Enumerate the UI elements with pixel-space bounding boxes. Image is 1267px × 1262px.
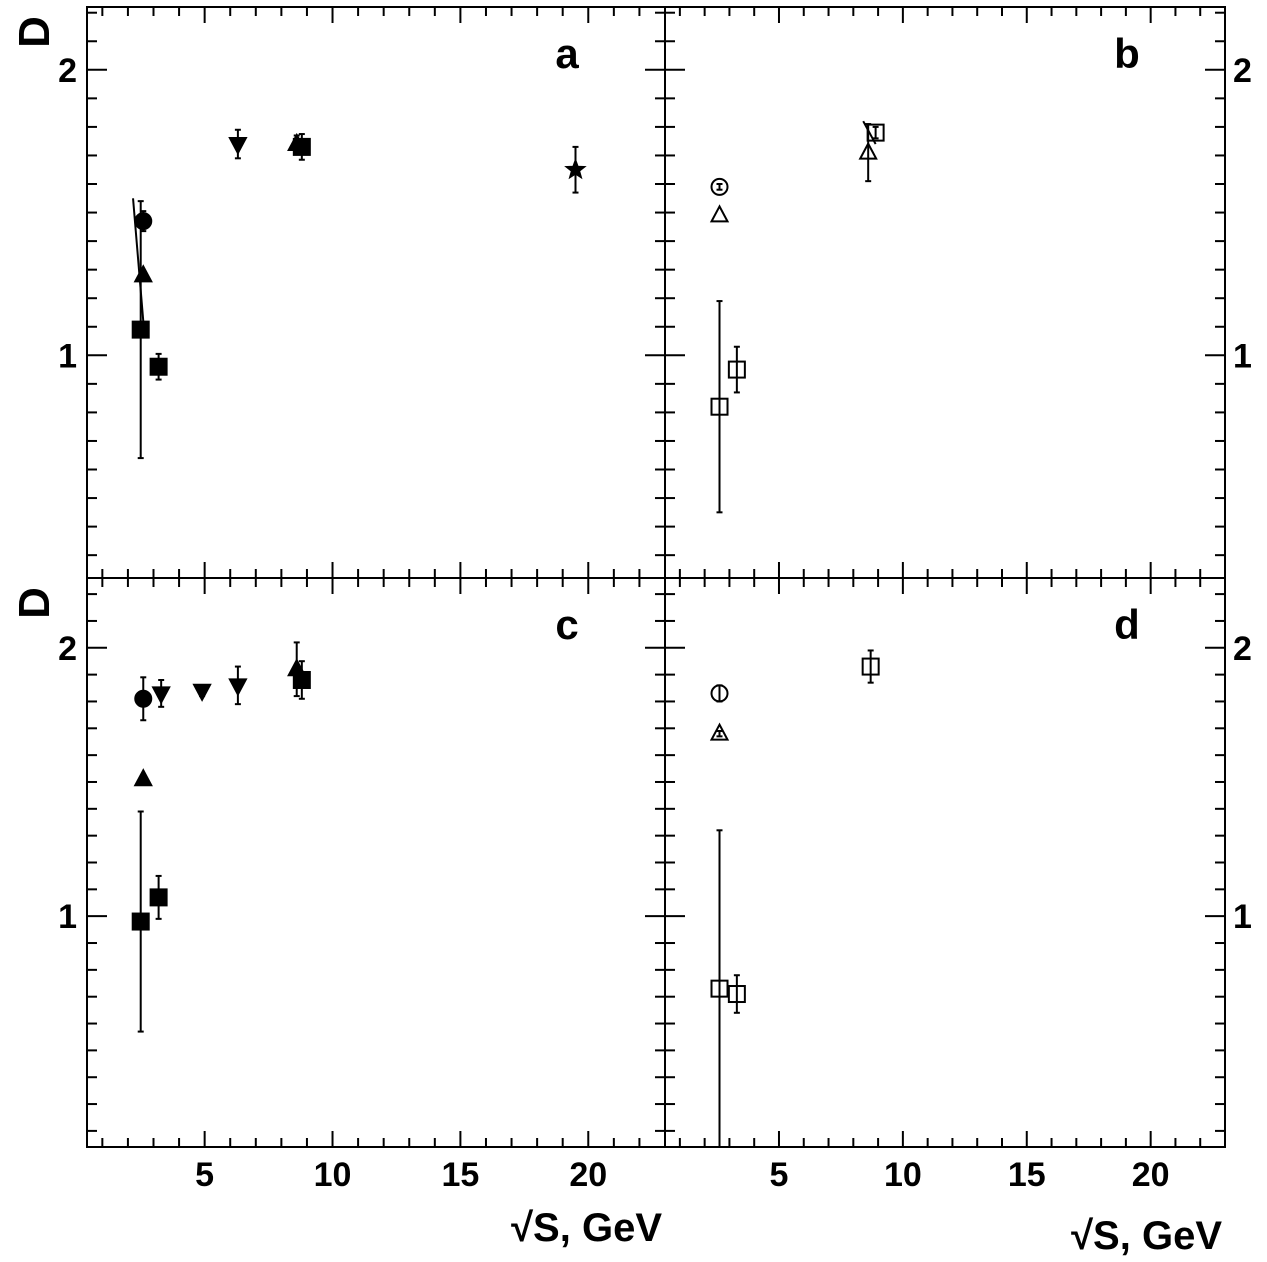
panel-c: 1 2 5 10 15 20 c D √S, GeV: [10, 577, 666, 1250]
x-tick-label: 10: [884, 1156, 922, 1194]
plot-frame: [664, 6, 1226, 579]
x-tick-label: 15: [1008, 1156, 1046, 1194]
panel-letter: b: [1114, 30, 1140, 77]
plot-frame: [86, 6, 666, 579]
data-point-square: [727, 985, 746, 1004]
x-tick-label: 10: [314, 1156, 352, 1194]
x-axis-label: √S, GeV: [511, 1206, 662, 1250]
data-point-triangle-up: [709, 204, 730, 223]
data-point-triangle-down: [192, 683, 212, 702]
panel-b: 1 2 b: [664, 6, 1252, 579]
y-axis-label: D: [10, 587, 59, 619]
data-point-star: [564, 157, 587, 180]
data-point-square: [866, 123, 885, 142]
data-point-square: [131, 912, 150, 931]
y-tick-label: 2: [1233, 630, 1252, 668]
data-point-triangle-down: [228, 137, 248, 156]
data-point-square: [727, 360, 746, 379]
data-point-square: [710, 979, 729, 998]
data-point-square: [710, 397, 729, 416]
x-tick-label: 15: [441, 1156, 479, 1194]
panel-letter: a: [555, 30, 579, 77]
x-tick-label: 5: [195, 1156, 214, 1194]
y-tick-label: 1: [1233, 898, 1252, 936]
plot-frame: [86, 577, 666, 1148]
panel-letter: c: [555, 601, 578, 648]
data-point-triangle-down: [228, 678, 248, 697]
panel-a: 1 2 a D: [10, 6, 666, 579]
y-tick-label: 1: [1233, 337, 1252, 375]
y-tick-label: 2: [58, 52, 77, 90]
data-point-triangle-up: [858, 141, 878, 160]
data-point-triangle-up: [133, 264, 153, 283]
y-axis-label: D: [10, 16, 59, 48]
plot-frame: [664, 577, 1226, 1148]
data-point-square: [861, 657, 880, 676]
x-axis-label: √S, GeV: [1071, 1214, 1222, 1258]
data-point-square: [131, 320, 150, 339]
data-point-square: [149, 888, 168, 907]
data-point-circle: [134, 689, 153, 708]
data-point-square: [292, 137, 311, 156]
y-tick-label: 2: [58, 630, 77, 668]
data-point-triangle-up: [133, 768, 153, 787]
data-point-circle: [134, 212, 153, 231]
y-tick-label: 1: [58, 337, 77, 375]
data-point-circle: [710, 684, 729, 703]
y-tick-label: 2: [1233, 52, 1252, 90]
data-point-triangle-up: [709, 722, 730, 741]
data-point-square: [149, 357, 168, 376]
data-point-square: [292, 670, 311, 689]
data-point-triangle-down: [151, 686, 171, 705]
y-tick-label: 1: [58, 898, 77, 936]
x-tick-label: 20: [1132, 1156, 1170, 1194]
x-tick-label: 20: [569, 1156, 607, 1194]
panel-d: 1 2 5 10 15 20 d √S, GeV: [664, 577, 1252, 1258]
data-point-circle: [710, 177, 729, 196]
panel-letter: d: [1114, 601, 1140, 648]
x-tick-label: 5: [770, 1156, 789, 1194]
